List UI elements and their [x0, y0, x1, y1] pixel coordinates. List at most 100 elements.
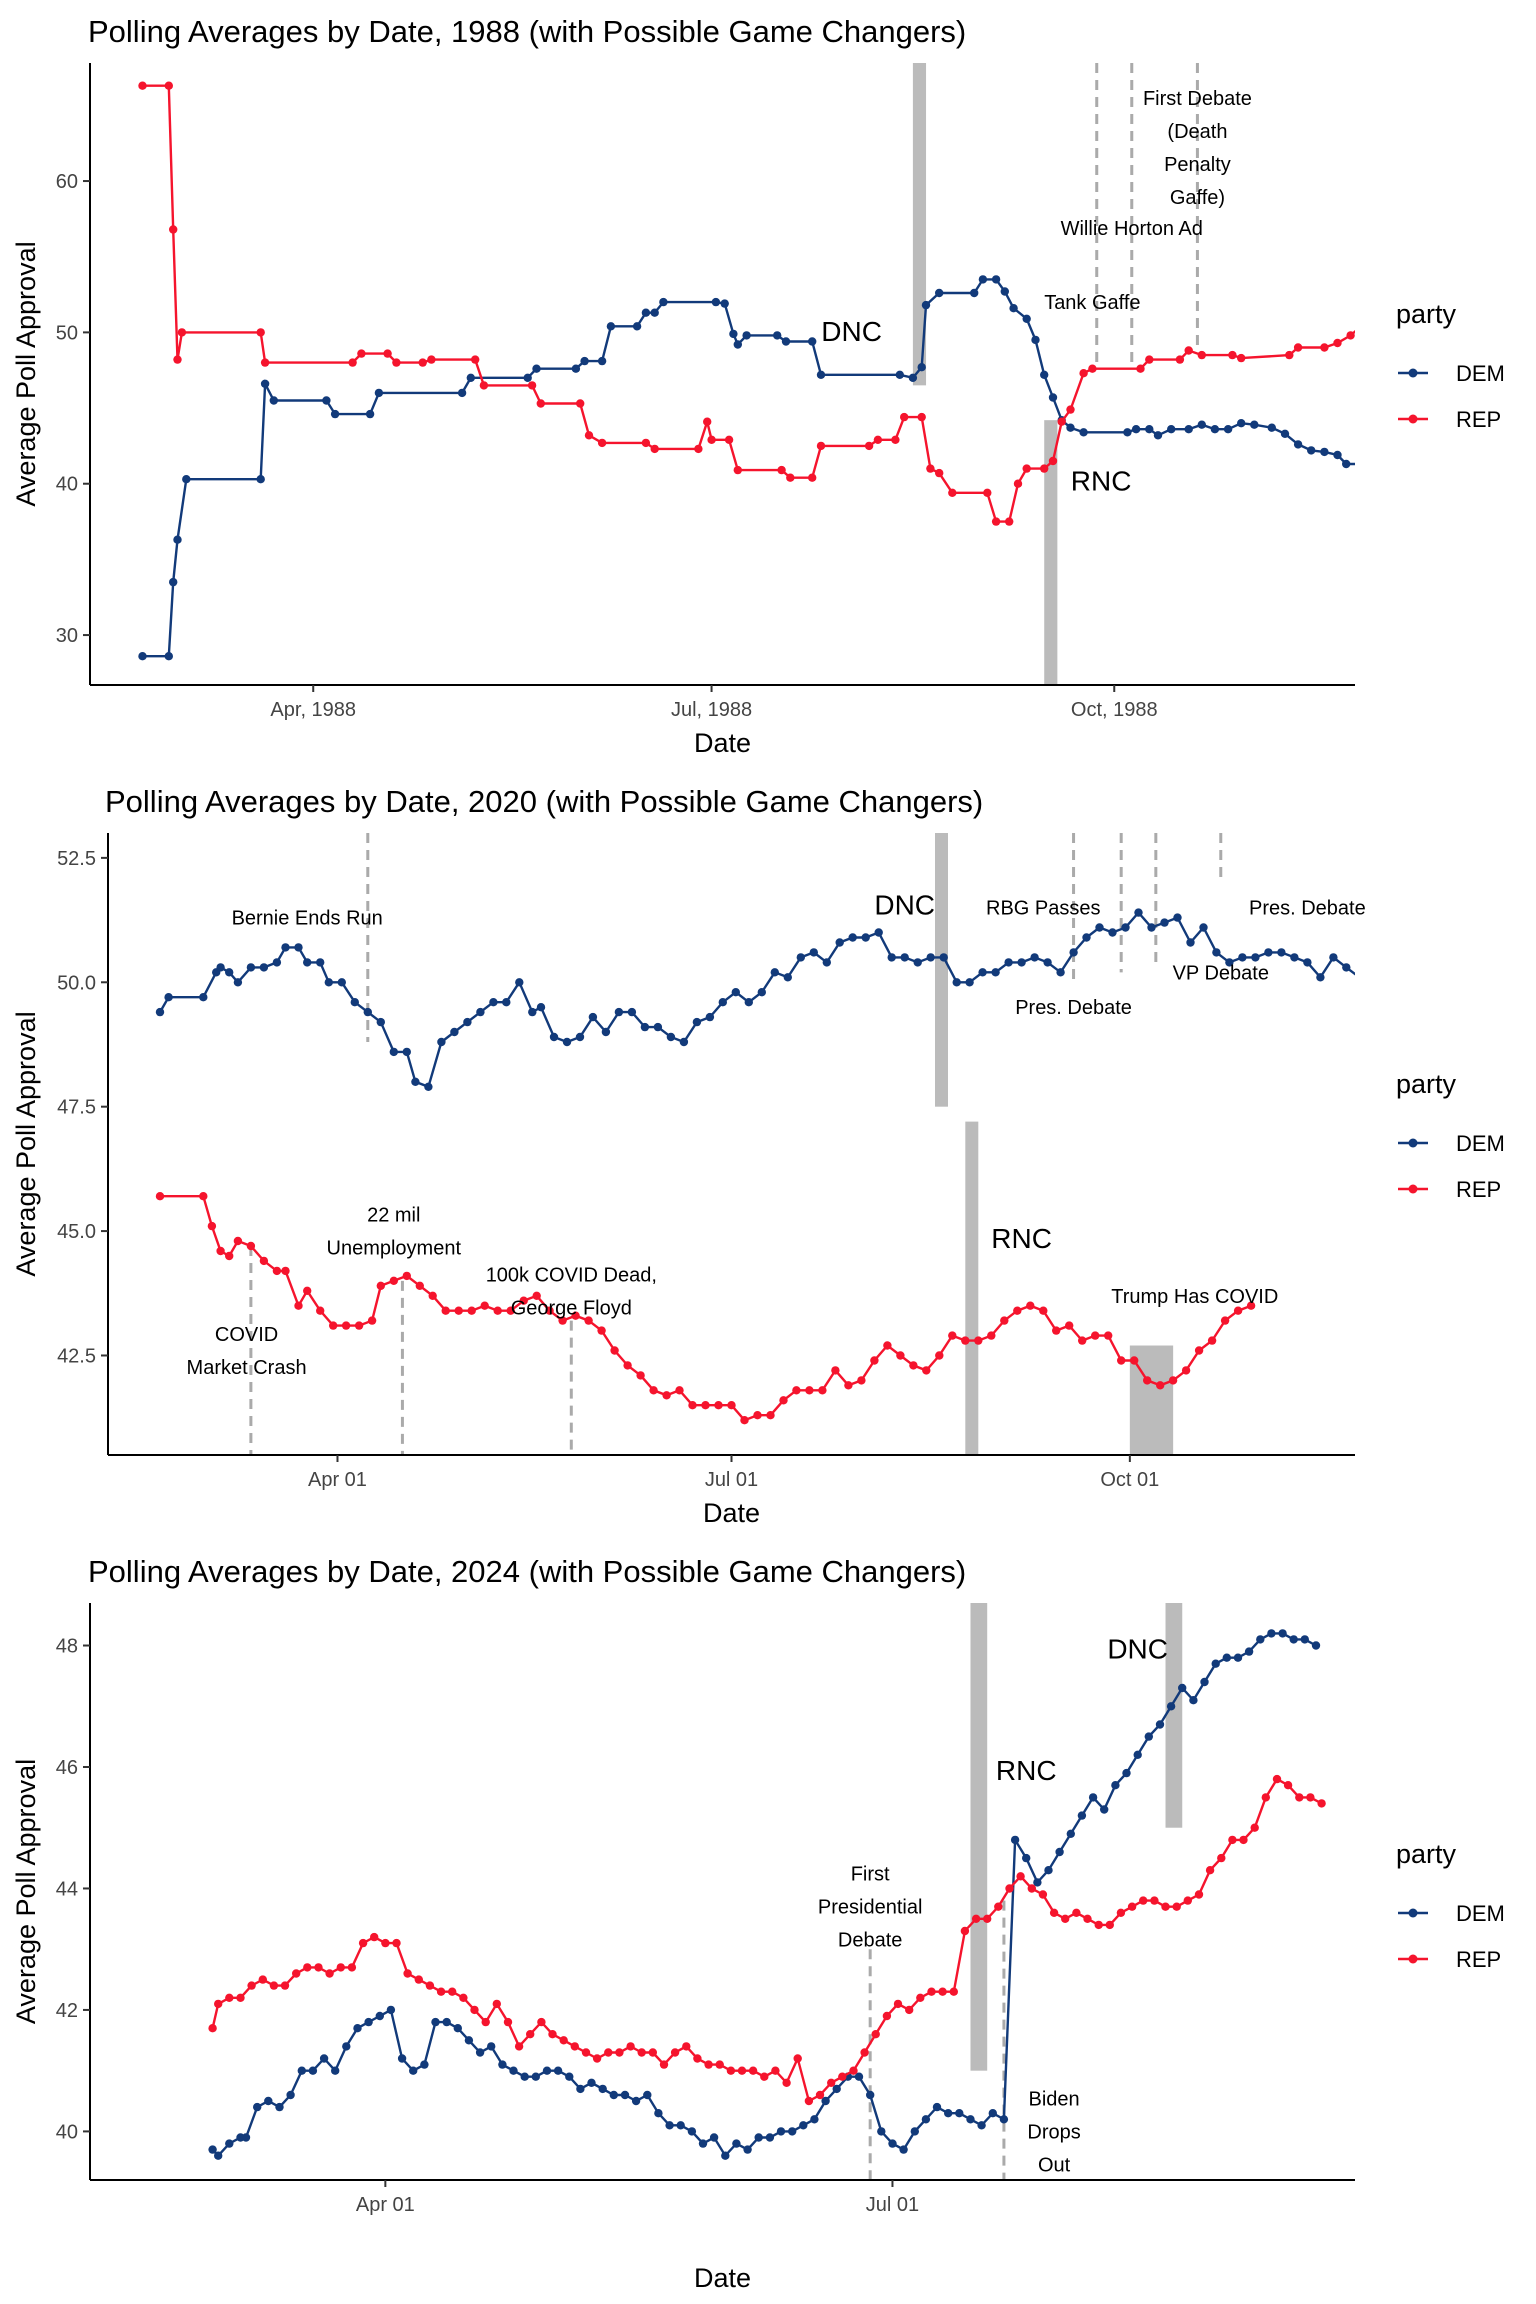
data-point — [1161, 1902, 1170, 1911]
data-point — [707, 435, 716, 444]
data-point — [411, 1077, 420, 1087]
event-band — [970, 1603, 988, 2071]
data-point — [1220, 1316, 1230, 1325]
data-point — [414, 1975, 423, 1984]
data-point — [1250, 420, 1259, 429]
data-point — [1127, 1902, 1137, 1911]
data-point — [1013, 1306, 1022, 1315]
data-point — [1145, 355, 1154, 364]
data-point — [580, 356, 589, 366]
data-point — [952, 978, 961, 987]
x-tick-label: Apr, 1988 — [270, 699, 356, 721]
data-point — [1048, 456, 1058, 466]
data-point — [694, 444, 703, 454]
annotation-label: 22 mil — [367, 1205, 420, 1227]
event-band — [1165, 1603, 1183, 1828]
data-point — [917, 412, 926, 422]
data-point — [821, 2096, 830, 2106]
annotation-label: First Debate — [1143, 88, 1252, 110]
data-point — [1043, 958, 1052, 967]
data-point — [597, 356, 607, 366]
annotation-label: Unemployment — [327, 1238, 462, 1260]
data-point — [358, 1938, 368, 1948]
data-point — [1355, 460, 1363, 468]
data-point — [609, 2090, 618, 2100]
data-point — [1251, 953, 1260, 962]
data-point — [977, 2121, 986, 2130]
data-point — [1017, 958, 1026, 967]
data-point — [999, 2115, 1009, 2124]
data-point — [724, 435, 734, 444]
data-point — [1130, 1356, 1139, 1365]
data-point — [225, 968, 234, 977]
data-point — [348, 358, 357, 367]
data-point — [1030, 953, 1039, 962]
data-point — [409, 2066, 418, 2075]
data-point — [1160, 918, 1169, 927]
data-point — [1021, 1853, 1031, 1863]
data-point — [225, 2139, 234, 2148]
data-point — [721, 2151, 730, 2160]
data-point — [961, 1336, 970, 1345]
data-point — [1133, 1750, 1142, 1760]
data-point — [1333, 338, 1342, 348]
data-point — [376, 1281, 385, 1291]
data-point — [1316, 973, 1325, 982]
data-point — [363, 1007, 372, 1017]
data-point — [1121, 923, 1130, 932]
data-point — [216, 1246, 225, 1256]
chart-2024: RNC DNC First Presidential Debate Biden Drops O… — [11, 1554, 1505, 2293]
data-point — [1061, 1914, 1070, 1924]
data-point — [233, 978, 243, 987]
chart-title: Polling Averages by Date, 2020 (with Pos… — [105, 784, 983, 819]
data-point — [1065, 1321, 1074, 1330]
data-point — [1342, 459, 1351, 469]
data-point — [1184, 346, 1193, 355]
data-point — [1044, 1866, 1053, 1875]
data-point — [592, 2054, 602, 2063]
data-point — [1144, 1732, 1154, 1741]
data-point — [1222, 1653, 1232, 1662]
data-point — [1134, 908, 1143, 917]
data-point — [520, 2072, 529, 2081]
legend-key-point — [1408, 1908, 1418, 1918]
data-point — [932, 2102, 942, 2112]
annotation-label: Pres. Debate — [1015, 997, 1132, 1019]
annotation-label: DNC — [874, 890, 935, 921]
data-point — [1181, 1366, 1191, 1375]
data-point — [1346, 331, 1355, 340]
data-point — [720, 299, 729, 308]
data-point — [138, 81, 147, 90]
data-point — [164, 81, 173, 90]
data-point — [1407, 918, 1415, 926]
data-point — [698, 2139, 708, 2148]
data-point — [316, 1306, 325, 1315]
data-point — [527, 381, 537, 390]
data-point — [225, 1993, 234, 2003]
data-point — [342, 2042, 351, 2051]
annotation-label: Presidential — [818, 1897, 923, 1919]
data-point — [1285, 350, 1294, 360]
y-tick-label: 52.5 — [57, 848, 96, 870]
data-point — [792, 1386, 801, 1395]
data-point — [347, 1963, 357, 1972]
data-point — [1039, 1306, 1048, 1315]
data-point — [475, 2048, 485, 2057]
data-point — [822, 958, 831, 967]
data-point — [948, 488, 957, 497]
data-point — [1088, 364, 1097, 373]
data-point — [974, 1336, 983, 1345]
data-point — [874, 928, 883, 937]
data-point — [659, 297, 668, 307]
data-point — [838, 2072, 847, 2081]
legend-key-point — [1408, 1184, 1418, 1194]
data-point — [548, 2030, 557, 2039]
data-point — [1197, 420, 1207, 429]
data-point — [350, 998, 359, 1007]
data-point — [294, 1301, 303, 1310]
data-point — [703, 417, 712, 426]
data-point — [604, 2048, 613, 2057]
data-point — [1178, 1683, 1187, 1693]
data-point — [246, 963, 256, 972]
data-point — [641, 438, 651, 448]
